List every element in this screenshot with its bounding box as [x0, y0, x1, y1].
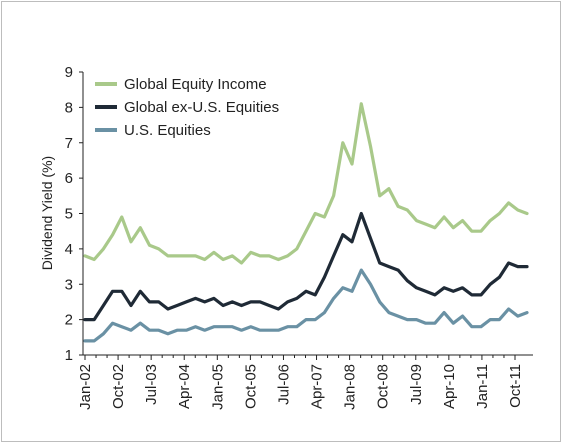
x-tick-label: Jul-09: [408, 364, 425, 405]
y-tick-label: 3: [65, 276, 73, 293]
y-tick-label: 5: [65, 206, 73, 223]
x-tick-label: Oct-11: [507, 364, 524, 408]
x-tick-label: Apr-07: [309, 364, 326, 409]
y-tick-label: 2: [65, 312, 73, 329]
x-tick-label: Jan-11: [474, 364, 491, 409]
x-tick-label: Oct-02: [110, 364, 127, 409]
series-line-2: [83, 268, 529, 343]
y-ticks: 1 2 3 4 5 6 7 8 9: [65, 64, 83, 364]
x-tick-label: Apr-04: [176, 364, 193, 409]
series-line-0: [83, 102, 529, 265]
legend-label: Global Equity Income: [124, 76, 267, 93]
y-axis-label: Dividend Yield (%): [39, 156, 55, 270]
x-tick-label: Oct-05: [242, 364, 259, 409]
y-tick-label: 1: [65, 347, 73, 364]
x-tick-label: Oct-08: [375, 364, 392, 409]
x-ticks: Jan-02 Oct-02 Jul-03 Apr-04 Jan-05 Oct-05 Jul-…: [77, 355, 524, 410]
legend-label: U.S. Equities: [124, 122, 211, 139]
y-tick-label: 9: [65, 64, 73, 81]
series-line-1: [83, 211, 529, 322]
series-lines: [83, 102, 529, 343]
legend: Global Equity Income Global ex-U.S. Equit…: [95, 76, 279, 139]
x-tick-label: Jul-06: [275, 364, 292, 405]
x-tick-label: Jan-02: [77, 364, 94, 410]
y-tick-label: 7: [65, 135, 73, 152]
x-tick-label: Apr-10: [441, 364, 458, 409]
x-tick-label: Jan-08: [342, 364, 359, 410]
y-tick-label: 6: [65, 170, 73, 187]
x-tick-label: Jan-05: [209, 364, 226, 410]
y-tick-label: 8: [65, 99, 73, 116]
y-tick-label: 4: [65, 241, 73, 258]
x-tick-label: Jul-03: [143, 364, 160, 405]
legend-label: Global ex-U.S. Equities: [124, 99, 279, 116]
